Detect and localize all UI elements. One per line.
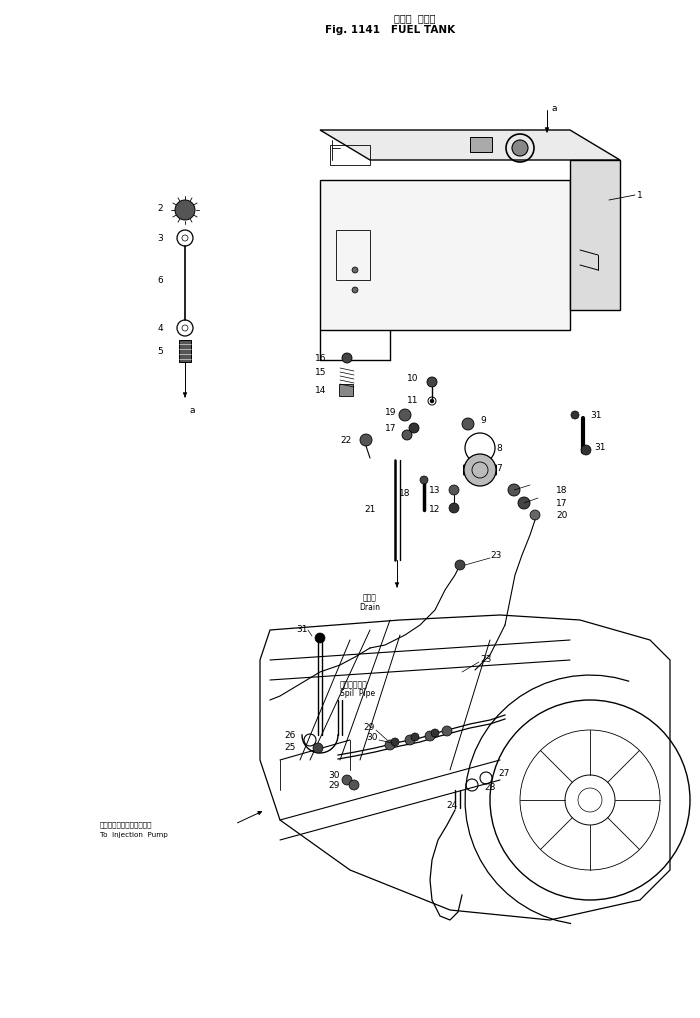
Text: 18: 18: [556, 486, 568, 495]
Text: 16: 16: [314, 353, 326, 362]
Text: 23: 23: [490, 551, 501, 560]
Text: 14: 14: [314, 386, 326, 395]
Bar: [330, 145, 370, 165]
Text: 20: 20: [556, 511, 568, 520]
Text: Spil  Pipe: Spil Pipe: [340, 689, 375, 698]
Text: 3: 3: [158, 233, 163, 242]
Circle shape: [430, 399, 434, 403]
Text: Drain: Drain: [360, 604, 381, 613]
Circle shape: [405, 735, 415, 745]
Text: 18: 18: [398, 489, 410, 498]
Text: 30: 30: [328, 771, 340, 780]
Polygon shape: [320, 130, 620, 160]
Polygon shape: [463, 460, 496, 479]
Text: 29: 29: [363, 724, 375, 733]
Text: Fig. 1141   FUEL TANK: Fig. 1141 FUEL TANK: [325, 25, 455, 35]
Text: 27: 27: [498, 770, 510, 779]
Text: フェル  タンク: フェル タンク: [394, 13, 435, 23]
Text: 29: 29: [328, 781, 340, 790]
Text: 31: 31: [297, 625, 308, 634]
Bar: [339, 384, 353, 396]
Circle shape: [409, 423, 419, 433]
Circle shape: [427, 377, 437, 387]
Text: 28: 28: [484, 784, 496, 792]
Circle shape: [391, 738, 399, 746]
Text: 8: 8: [496, 444, 502, 452]
Text: 23: 23: [480, 656, 491, 665]
Circle shape: [571, 411, 579, 419]
Circle shape: [313, 743, 323, 753]
Circle shape: [360, 434, 372, 446]
Circle shape: [464, 454, 496, 486]
Text: 7: 7: [496, 463, 502, 472]
Circle shape: [530, 510, 540, 520]
Text: 22: 22: [341, 436, 352, 445]
Circle shape: [462, 418, 474, 430]
Text: インジェクションポンプへ: インジェクションポンプへ: [100, 822, 153, 829]
Circle shape: [342, 353, 352, 363]
Text: 12: 12: [428, 506, 440, 514]
Bar: [179, 340, 191, 362]
Text: 13: 13: [428, 486, 440, 495]
Circle shape: [581, 445, 591, 455]
Text: 9: 9: [480, 415, 486, 425]
Circle shape: [518, 497, 530, 509]
Text: 30: 30: [367, 734, 378, 742]
Text: 5: 5: [158, 346, 163, 355]
Text: ドレン: ドレン: [363, 593, 377, 603]
Circle shape: [512, 140, 528, 156]
Polygon shape: [320, 180, 570, 330]
Text: 26: 26: [285, 732, 296, 740]
Circle shape: [442, 726, 452, 736]
Circle shape: [385, 740, 395, 750]
Circle shape: [399, 409, 411, 421]
Circle shape: [508, 484, 520, 496]
Circle shape: [449, 485, 459, 495]
Text: スピルパイプ: スピルパイプ: [340, 680, 368, 689]
Circle shape: [431, 729, 439, 737]
Circle shape: [449, 503, 459, 513]
Text: 31: 31: [590, 410, 601, 419]
Polygon shape: [570, 160, 620, 310]
Circle shape: [349, 780, 359, 790]
Text: 17: 17: [556, 499, 568, 508]
Circle shape: [352, 267, 358, 273]
Bar: [470, 137, 492, 152]
Text: 11: 11: [407, 396, 418, 404]
Text: 2: 2: [158, 204, 163, 213]
Text: 19: 19: [384, 407, 396, 416]
Text: 25: 25: [285, 743, 296, 752]
Circle shape: [420, 476, 428, 484]
Circle shape: [175, 200, 195, 220]
Text: 24: 24: [446, 800, 457, 809]
Circle shape: [352, 287, 358, 293]
Text: 1: 1: [637, 190, 643, 200]
Bar: [336, 230, 370, 280]
Text: 4: 4: [158, 324, 163, 333]
Text: To  Injection  Pump: To Injection Pump: [100, 832, 168, 838]
Text: a: a: [189, 405, 195, 414]
Circle shape: [342, 775, 352, 785]
Circle shape: [455, 560, 465, 570]
Circle shape: [402, 430, 412, 440]
Circle shape: [411, 733, 419, 741]
Text: 15: 15: [314, 367, 326, 377]
Text: 10: 10: [407, 374, 418, 383]
Circle shape: [425, 731, 435, 741]
Text: 21: 21: [365, 506, 376, 514]
Text: 17: 17: [384, 423, 396, 433]
Text: a: a: [551, 104, 556, 113]
Text: 6: 6: [158, 276, 163, 284]
Text: 31: 31: [594, 443, 606, 452]
Circle shape: [315, 633, 325, 643]
